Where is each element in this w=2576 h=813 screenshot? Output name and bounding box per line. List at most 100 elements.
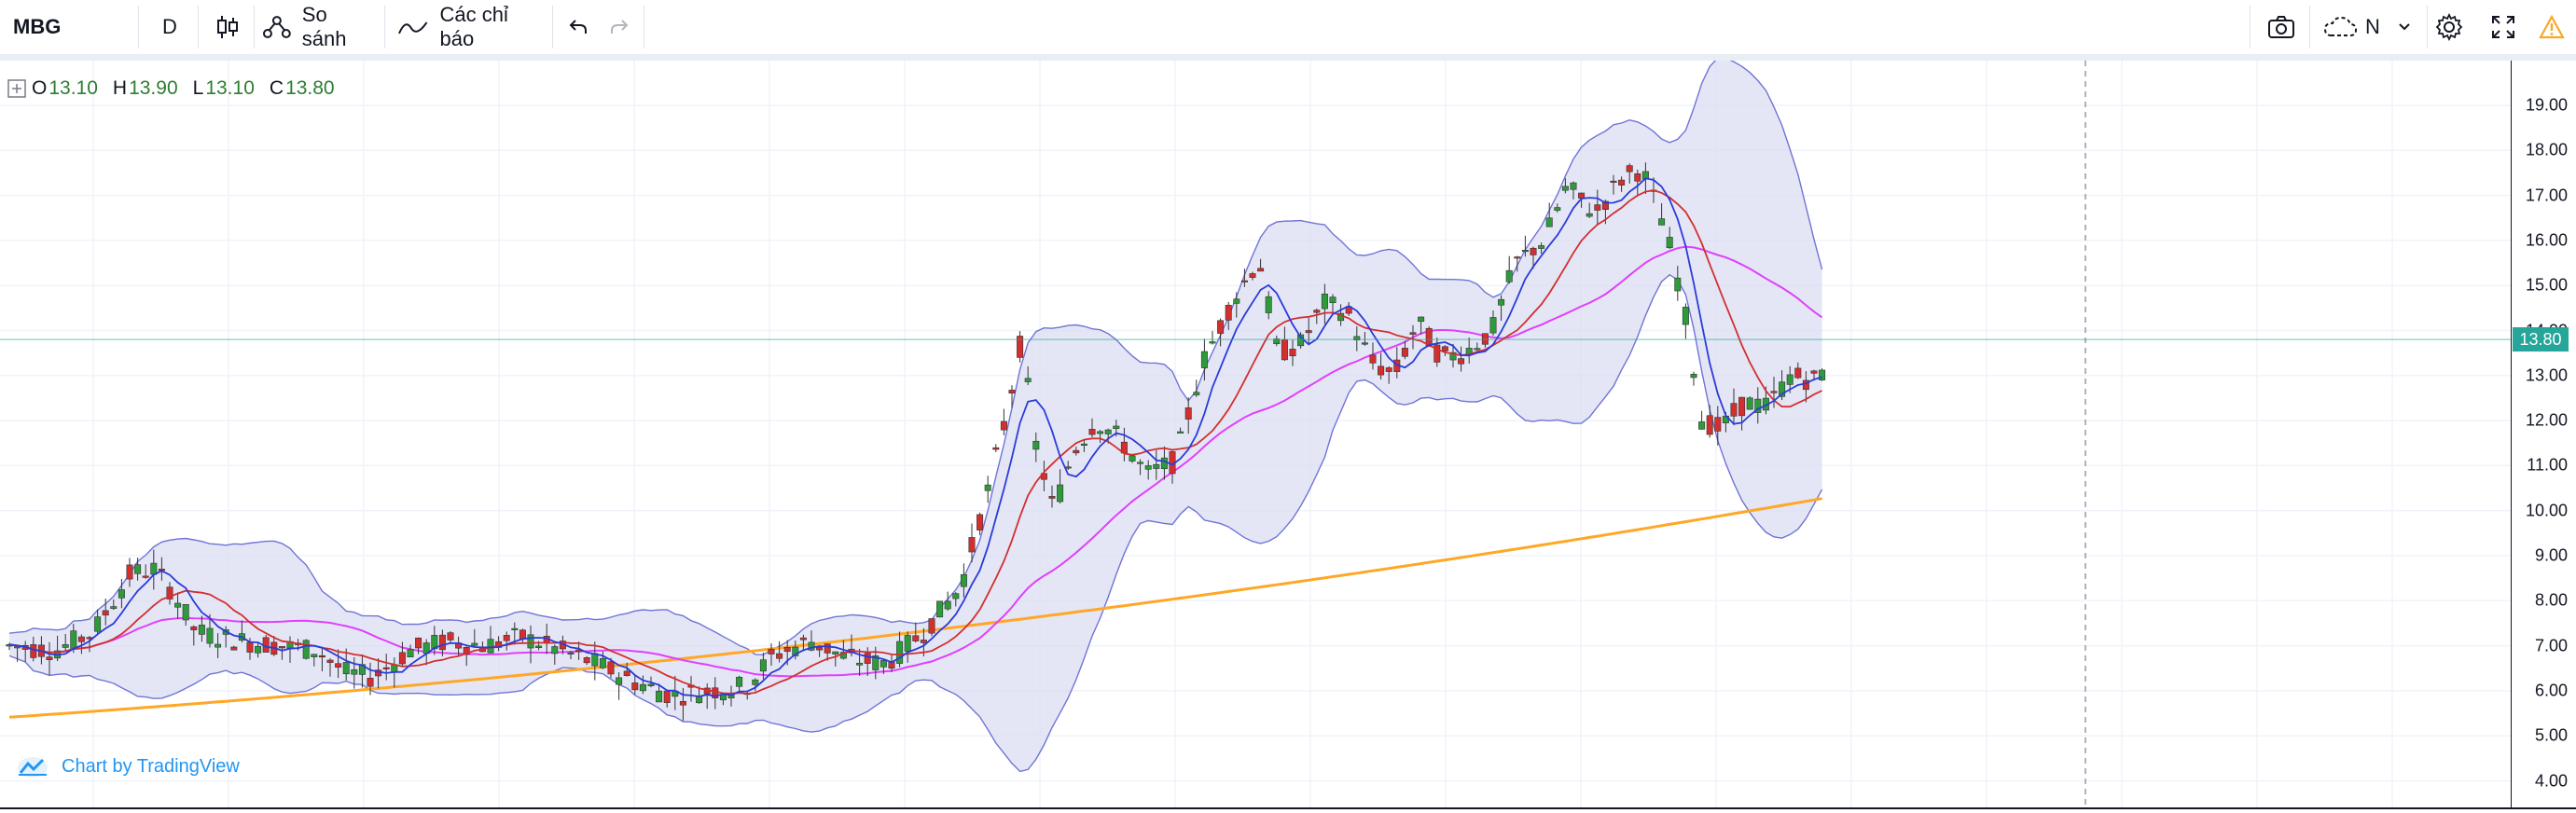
candle-up	[1545, 202, 1553, 227]
candle-up	[1554, 203, 1561, 214]
candle-up	[1754, 387, 1762, 424]
candle-up	[952, 592, 960, 607]
candle-down	[318, 647, 325, 672]
cloud-icon	[2323, 16, 2358, 36]
candle-down	[367, 662, 374, 696]
fullscreen-button[interactable]	[2483, 0, 2524, 54]
compare-label: So sánh	[301, 3, 347, 50]
candle-down	[1425, 326, 1433, 347]
price-tick-label: 19.00	[2525, 95, 2568, 115]
candle-up	[14, 645, 21, 662]
candle-down	[230, 645, 238, 651]
chart-style-button[interactable]	[207, 0, 248, 54]
candle-up	[639, 675, 646, 695]
warning-button[interactable]	[2533, 0, 2570, 54]
candle-down	[1225, 301, 1232, 330]
price-tick-label: 15.00	[2525, 275, 2568, 295]
candle-up	[1418, 316, 1425, 335]
candle-down	[583, 655, 590, 666]
candle-down	[1048, 485, 1056, 508]
indicators-button[interactable]: Các chỉ báo	[397, 0, 547, 54]
close-value: 13.80	[285, 77, 335, 99]
candle-down	[1794, 362, 1802, 379]
screenshot-button[interactable]	[2261, 0, 2302, 54]
candle-up	[215, 633, 222, 658]
candle-up	[1144, 460, 1152, 480]
candle-up	[1233, 292, 1240, 318]
candles-icon	[217, 16, 238, 38]
candle-down	[166, 582, 173, 605]
candle-up	[198, 615, 205, 642]
candle-up	[752, 678, 759, 692]
undo-button[interactable]	[561, 0, 595, 54]
compare-button[interactable]: So sánh	[261, 0, 377, 54]
candle-down	[992, 444, 1000, 452]
divider	[198, 6, 199, 48]
candle-up	[759, 652, 767, 680]
tradingview-logo-icon	[18, 757, 48, 778]
indicators-label: Các chỉ báo	[439, 3, 508, 50]
tradingview-watermark[interactable]: Chart by TradingView	[17, 748, 240, 785]
candle-down	[1530, 246, 1537, 269]
toolbar-border	[0, 54, 2576, 61]
candle-up	[1489, 310, 1497, 337]
candle-down	[1770, 377, 1778, 408]
candle-down	[46, 641, 53, 676]
ma-blue-line	[8, 177, 1822, 697]
candle-up	[255, 642, 262, 658]
candles-group	[6, 162, 1826, 722]
candle-down	[1433, 337, 1441, 367]
warning-icon	[2539, 15, 2565, 39]
low-value: 13.10	[205, 77, 255, 99]
candle-up	[1498, 295, 1505, 321]
candle-down	[1626, 163, 1633, 184]
price-chart[interactable]	[0, 61, 2511, 808]
candle-down	[623, 662, 630, 677]
candle-down	[1008, 385, 1016, 408]
indicators-icon	[398, 21, 428, 34]
candle-down	[1514, 255, 1521, 272]
candle-down	[1738, 396, 1746, 431]
candle-up	[1682, 303, 1689, 339]
price-tick-label: 8.00	[2534, 590, 2568, 610]
candle-down	[1618, 176, 1626, 192]
candle-down	[415, 637, 422, 655]
price-tick-label: 4.00	[2534, 771, 2568, 790]
candle-down	[1017, 331, 1024, 363]
candle-down	[1313, 308, 1321, 324]
candle-up	[656, 683, 663, 703]
camera-icon	[2268, 16, 2294, 38]
high-label: H	[112, 77, 128, 99]
redo-button[interactable]	[602, 0, 636, 54]
candle-up	[896, 631, 904, 668]
candle-down	[1305, 317, 1312, 345]
candle-down	[1610, 174, 1617, 195]
redo-icon	[611, 20, 629, 34]
symbol-search[interactable]: MBG	[13, 0, 134, 54]
settings-button[interactable]	[2429, 0, 2470, 54]
candle-up	[407, 644, 414, 658]
candle-down	[77, 634, 85, 655]
candle-down	[1802, 371, 1809, 403]
candle-down	[768, 643, 775, 666]
price-tick-label: 10.00	[2525, 501, 2568, 520]
divider	[138, 6, 139, 48]
fullscreen-icon	[2492, 16, 2514, 38]
candle-down	[382, 654, 390, 681]
candle-down	[1249, 271, 1256, 281]
price-axis[interactable]: 19.0018.0017.0016.0015.0014.0013.0012.00…	[2511, 61, 2576, 808]
open-value: 13.10	[48, 77, 98, 99]
interval-button[interactable]: D	[149, 0, 190, 54]
expand-legend-icon[interactable]	[7, 79, 26, 98]
layout-button[interactable]: N	[2322, 0, 2425, 54]
price-tick-label: 6.00	[2534, 681, 2568, 700]
candle-down	[438, 629, 446, 656]
price-tick-label: 18.00	[2525, 140, 2568, 159]
candle-up	[1177, 427, 1184, 434]
candle-down	[1240, 269, 1248, 287]
candle-up	[1024, 365, 1032, 386]
candle-up	[551, 644, 559, 665]
divider	[384, 6, 385, 48]
candle-up	[1658, 202, 1666, 226]
candle-up	[599, 651, 606, 669]
